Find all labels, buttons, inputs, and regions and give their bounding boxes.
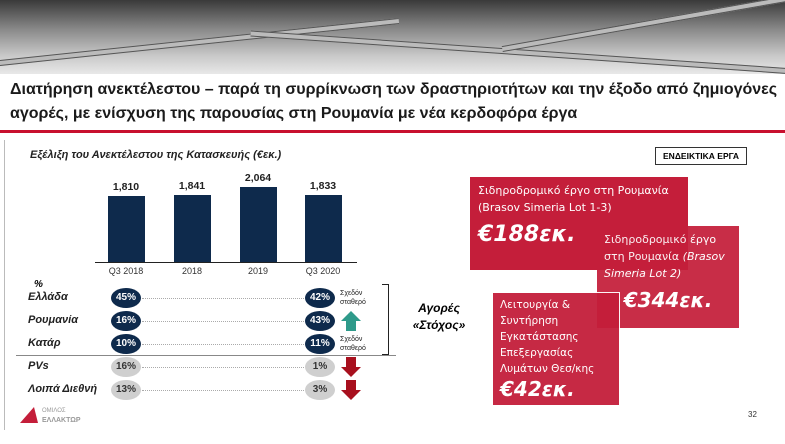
slide-title: Διατήρηση ανεκτέλεστου – παρά τη συρρίκν… <box>10 81 778 122</box>
market-label: PVs <box>28 360 49 372</box>
project-text: Σιδηροδρομικό έργο στη Ρουμανία <box>604 233 717 263</box>
market-label: Κατάρ <box>28 337 61 349</box>
project-card-lot2: Σιδηροδρομικό έργο στη Ρουμανία (Brasov … <box>597 226 739 328</box>
trend-note: Σχεδόν σταθερό <box>340 336 366 352</box>
arrow-down-icon <box>341 357 361 377</box>
x-tick-label: Q3 2020 <box>305 266 341 276</box>
target-label-line2: «Στόχος» <box>412 318 466 332</box>
project-text-italic: (Brasov Simeria Lot 2) <box>604 250 725 280</box>
project-text: Λειτουργία & Συντήρηση Εγκατάστασης Επεξ… <box>500 299 595 375</box>
title-divider <box>0 130 785 133</box>
target-markets-label: Αγορές «Στόχος» <box>404 300 474 334</box>
logo-triangle-icon: ΟΜΙΛΟΣ ΕΛΛΑΚΤΩΡ <box>20 407 81 424</box>
project-card-wastewater: Λειτουργία & Συντήρηση Εγκατάστασης Επεξ… <box>492 292 620 406</box>
bar-0 <box>108 196 145 262</box>
project-value: €344εκ. <box>623 288 713 312</box>
trend-note: Σχεδόν σταθερό <box>340 290 366 306</box>
project-text: Σιδηροδρομικό έργο στη Ρουμανία (Brasov … <box>478 184 669 214</box>
indicative-projects-badge: ΕΝΔΕΙΚΤΙΚΑ ΕΡΓΑ <box>655 147 747 165</box>
trend-connector <box>142 298 304 299</box>
share-q3-2018: 16% <box>111 357 141 377</box>
x-axis <box>95 262 357 263</box>
bar-value-label: 1,841 <box>178 180 206 193</box>
bar-2 <box>240 187 277 262</box>
share-q3-2018: 13% <box>111 380 141 400</box>
percent-label: % <box>34 279 43 290</box>
bar-1 <box>174 195 211 262</box>
market-label: Λοιπά Διεθνή <box>28 383 98 395</box>
header-photo <box>0 0 785 74</box>
trend-connector <box>142 367 304 368</box>
arrow-down-icon <box>341 380 361 400</box>
share-q3-2020: 42% <box>305 288 335 308</box>
market-label: Ελλάδα <box>28 291 68 303</box>
x-tick-label: Q3 2018 <box>108 266 144 276</box>
share-q3-2020: 1% <box>305 357 335 377</box>
x-tick-label: 2019 <box>247 266 269 276</box>
bar-3 <box>305 195 342 262</box>
trend-connector <box>142 344 304 345</box>
separator <box>16 355 396 356</box>
x-tick-label: 2018 <box>181 266 203 276</box>
target-bracket <box>382 284 389 355</box>
share-q3-2018: 10% <box>111 334 141 354</box>
project-value: €42εκ. <box>500 377 575 401</box>
svg-text:ΕΛΛΑΚΤΩΡ: ΕΛΛΑΚΤΩΡ <box>42 417 81 424</box>
page-number: 32 <box>748 410 757 419</box>
project-value: €188εκ. <box>478 222 576 247</box>
svg-text:ΟΜΙΛΟΣ: ΟΜΙΛΟΣ <box>42 408 66 414</box>
chart-title: Εξέλιξη του Ανεκτέλεστου της Κατασκευής … <box>30 149 282 161</box>
share-q3-2018: 45% <box>111 288 141 308</box>
share-q3-2020: 11% <box>305 334 335 354</box>
market-label: Ρουμανία <box>28 314 79 326</box>
share-q3-2020: 43% <box>305 311 335 331</box>
arrow-up-icon <box>341 311 361 331</box>
bar-value-label: 1,810 <box>112 181 140 194</box>
share-q3-2020: 3% <box>305 380 335 400</box>
bar-value-label: 1,833 <box>309 180 337 193</box>
trend-connector <box>142 321 304 322</box>
left-frame-line <box>4 140 5 430</box>
ellaktor-logo: ΟΜΙΛΟΣ ΕΛΛΑΚΤΩΡ <box>20 403 100 430</box>
share-q3-2018: 16% <box>111 311 141 331</box>
trend-connector <box>142 390 304 391</box>
target-label-line1: Αγορές <box>418 301 460 315</box>
bar-value-label: 2,064 <box>244 172 272 184</box>
